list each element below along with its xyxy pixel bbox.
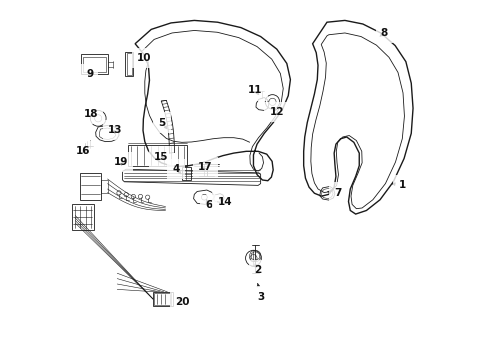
Text: 2: 2: [254, 264, 261, 275]
Text: 9: 9: [86, 69, 94, 79]
Text: 5: 5: [158, 118, 166, 129]
Bar: [72, 204, 94, 230]
Text: 15: 15: [154, 152, 168, 162]
Text: 19: 19: [113, 157, 128, 167]
Text: 13: 13: [108, 125, 122, 135]
Text: 4: 4: [172, 164, 181, 174]
Text: 20: 20: [175, 297, 190, 307]
Bar: [154, 293, 171, 305]
Text: 18: 18: [83, 109, 98, 119]
Bar: [101, 180, 107, 193]
Text: 7: 7: [327, 188, 341, 198]
Bar: [153, 292, 172, 306]
Text: 3: 3: [257, 284, 264, 302]
Bar: [83, 57, 106, 72]
Text: 10: 10: [137, 53, 151, 63]
Text: 11: 11: [247, 85, 262, 95]
Bar: [128, 145, 187, 166]
Text: 1: 1: [391, 180, 405, 190]
Bar: [126, 53, 132, 75]
Text: 6: 6: [204, 199, 212, 210]
Bar: [81, 54, 108, 74]
Text: 17: 17: [197, 162, 212, 172]
Text: 12: 12: [269, 107, 284, 117]
Bar: [125, 51, 133, 76]
Text: 8: 8: [379, 28, 387, 38]
Bar: [80, 173, 101, 200]
Text: 14: 14: [217, 197, 232, 207]
Bar: [182, 167, 190, 180]
Text: 16: 16: [76, 146, 90, 156]
